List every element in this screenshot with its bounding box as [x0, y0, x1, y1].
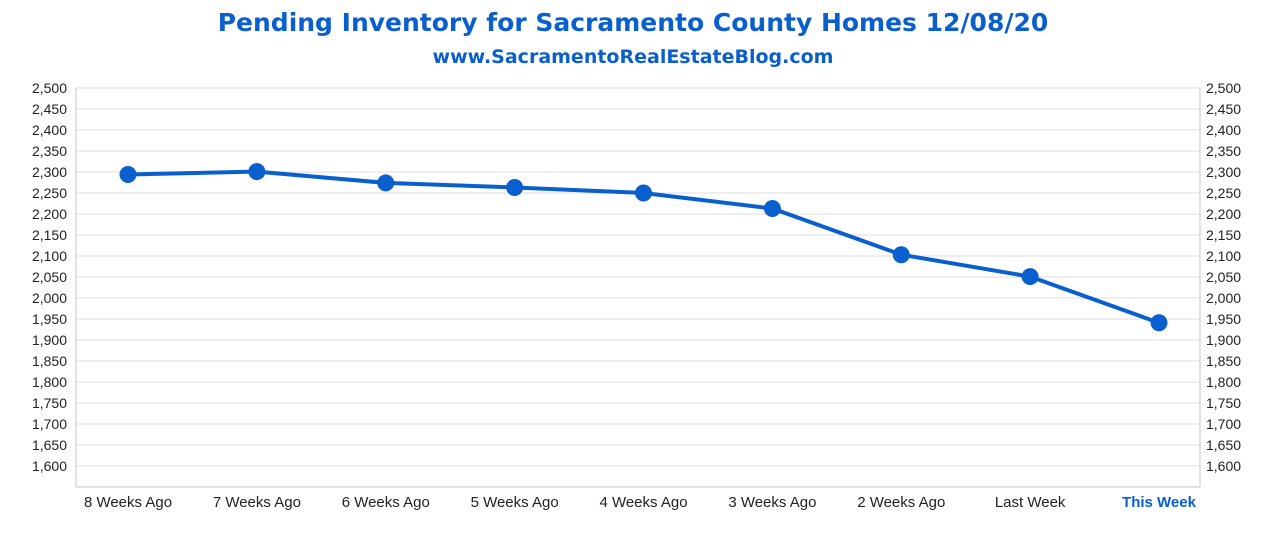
chart-subtitle: www.SacramentoRealEstateBlog.com — [432, 46, 834, 68]
y-tick-label-left-2200: 2,200 — [32, 206, 67, 222]
grid-lines — [76, 87, 1200, 467]
y-tick-label-right-1650: 1,650 — [1206, 437, 1241, 453]
y-tick-label-right-2000: 2,000 — [1206, 290, 1241, 306]
y-tick-label-left-1750: 1,750 — [32, 395, 67, 411]
chart-title: Pending Inventory for Sacramento County … — [217, 8, 1049, 37]
data-point-7 — [892, 246, 910, 264]
y-tick-label-right-1750: 1,750 — [1206, 395, 1241, 411]
data-point-1 — [119, 166, 137, 184]
y-tick-label-right-2400: 2,400 — [1206, 122, 1241, 138]
y-tick-label-right-2200: 2,200 — [1206, 206, 1241, 222]
y-tick-label-left-1800: 1,800 — [32, 374, 67, 390]
y-tick-label-left-1600: 1,600 — [32, 458, 67, 474]
y-tick-label-left-2150: 2,150 — [32, 227, 67, 243]
y-tick-label-right-1900: 1,900 — [1206, 332, 1241, 348]
x-tick-label-3: 6 Weeks Ago — [342, 494, 430, 511]
data-point-9 — [1150, 314, 1168, 332]
y-tick-label-right-1800: 1,800 — [1206, 374, 1241, 390]
y-tick-label-left-2250: 2,250 — [32, 185, 67, 201]
y-tick-label-left-1950: 1,950 — [32, 311, 67, 327]
y-tick-label-left-2400: 2,400 — [32, 122, 67, 138]
data-point-8 — [1021, 268, 1039, 286]
x-axis: 8 Weeks Ago 7 Weeks Ago 6 Weeks Ago 5 Weeks… — [84, 494, 1197, 511]
y-tick-label-right-1850: 1,850 — [1206, 353, 1241, 369]
y-tick-label-left-2500: 2,500 — [32, 80, 67, 96]
y-tick-label-left-1650: 1,650 — [32, 437, 67, 453]
x-tick-label-1: 8 Weeks Ago — [84, 494, 172, 511]
y-tick-label-left-1700: 1,700 — [32, 416, 67, 432]
y-tick-label-right-2100: 2,100 — [1206, 248, 1241, 264]
x-tick-label-5: 4 Weeks Ago — [599, 494, 687, 511]
y-tick-label-right-1950: 1,950 — [1206, 311, 1241, 327]
y-tick-label-right-2300: 2,300 — [1206, 164, 1241, 180]
y-tick-label-right-2050: 2,050 — [1206, 269, 1241, 285]
y-tick-label-right-2450: 2,450 — [1206, 101, 1241, 117]
x-tick-label-6: 3 Weeks Ago — [728, 494, 816, 511]
y-tick-label-right-1600: 1,600 — [1206, 458, 1241, 474]
y-tick-label-right-2350: 2,350 — [1206, 143, 1241, 159]
x-tick-label-8: Last Week — [995, 494, 1066, 511]
x-tick-label-4: 5 Weeks Ago — [471, 494, 559, 511]
y-tick-label-left-2100: 2,100 — [32, 248, 67, 264]
y-tick-label-right-1700: 1,700 — [1206, 416, 1241, 432]
y-tick-label-left-1900: 1,900 — [32, 332, 67, 348]
data-point-4 — [506, 179, 524, 197]
y-tick-label-left-1850: 1,850 — [32, 353, 67, 369]
y-axis-right: 1,600 1,650 1,700 1,750 1,800 1,850 1,900 1,950… — [1206, 80, 1241, 474]
y-tick-label-left-2300: 2,300 — [32, 164, 67, 180]
y-tick-label-left-2000: 2,000 — [32, 290, 67, 306]
x-tick-label-7: 2 Weeks Ago — [857, 494, 945, 511]
y-tick-label-right-2150: 2,150 — [1206, 227, 1241, 243]
data-point-2 — [248, 163, 266, 181]
y-tick-label-left-2050: 2,050 — [32, 269, 67, 285]
x-tick-label-9: This Week — [1122, 494, 1197, 511]
y-axis-left: 1,600 1,650 1,700 1,750 1,800 1,850 1,900 1,950… — [32, 80, 67, 474]
series-pending-inventory — [119, 163, 1168, 332]
x-tick-label-2: 7 Weeks Ago — [213, 494, 301, 511]
y-tick-label-left-2350: 2,350 — [32, 143, 67, 159]
data-point-3 — [377, 174, 395, 192]
data-point-6 — [763, 200, 781, 218]
y-tick-label-left-2450: 2,450 — [32, 101, 67, 117]
data-point-5 — [635, 184, 652, 202]
axes — [75, 88, 1201, 488]
y-tick-label-right-2500: 2,500 — [1206, 80, 1241, 96]
y-tick-label-right-2250: 2,250 — [1206, 185, 1241, 201]
